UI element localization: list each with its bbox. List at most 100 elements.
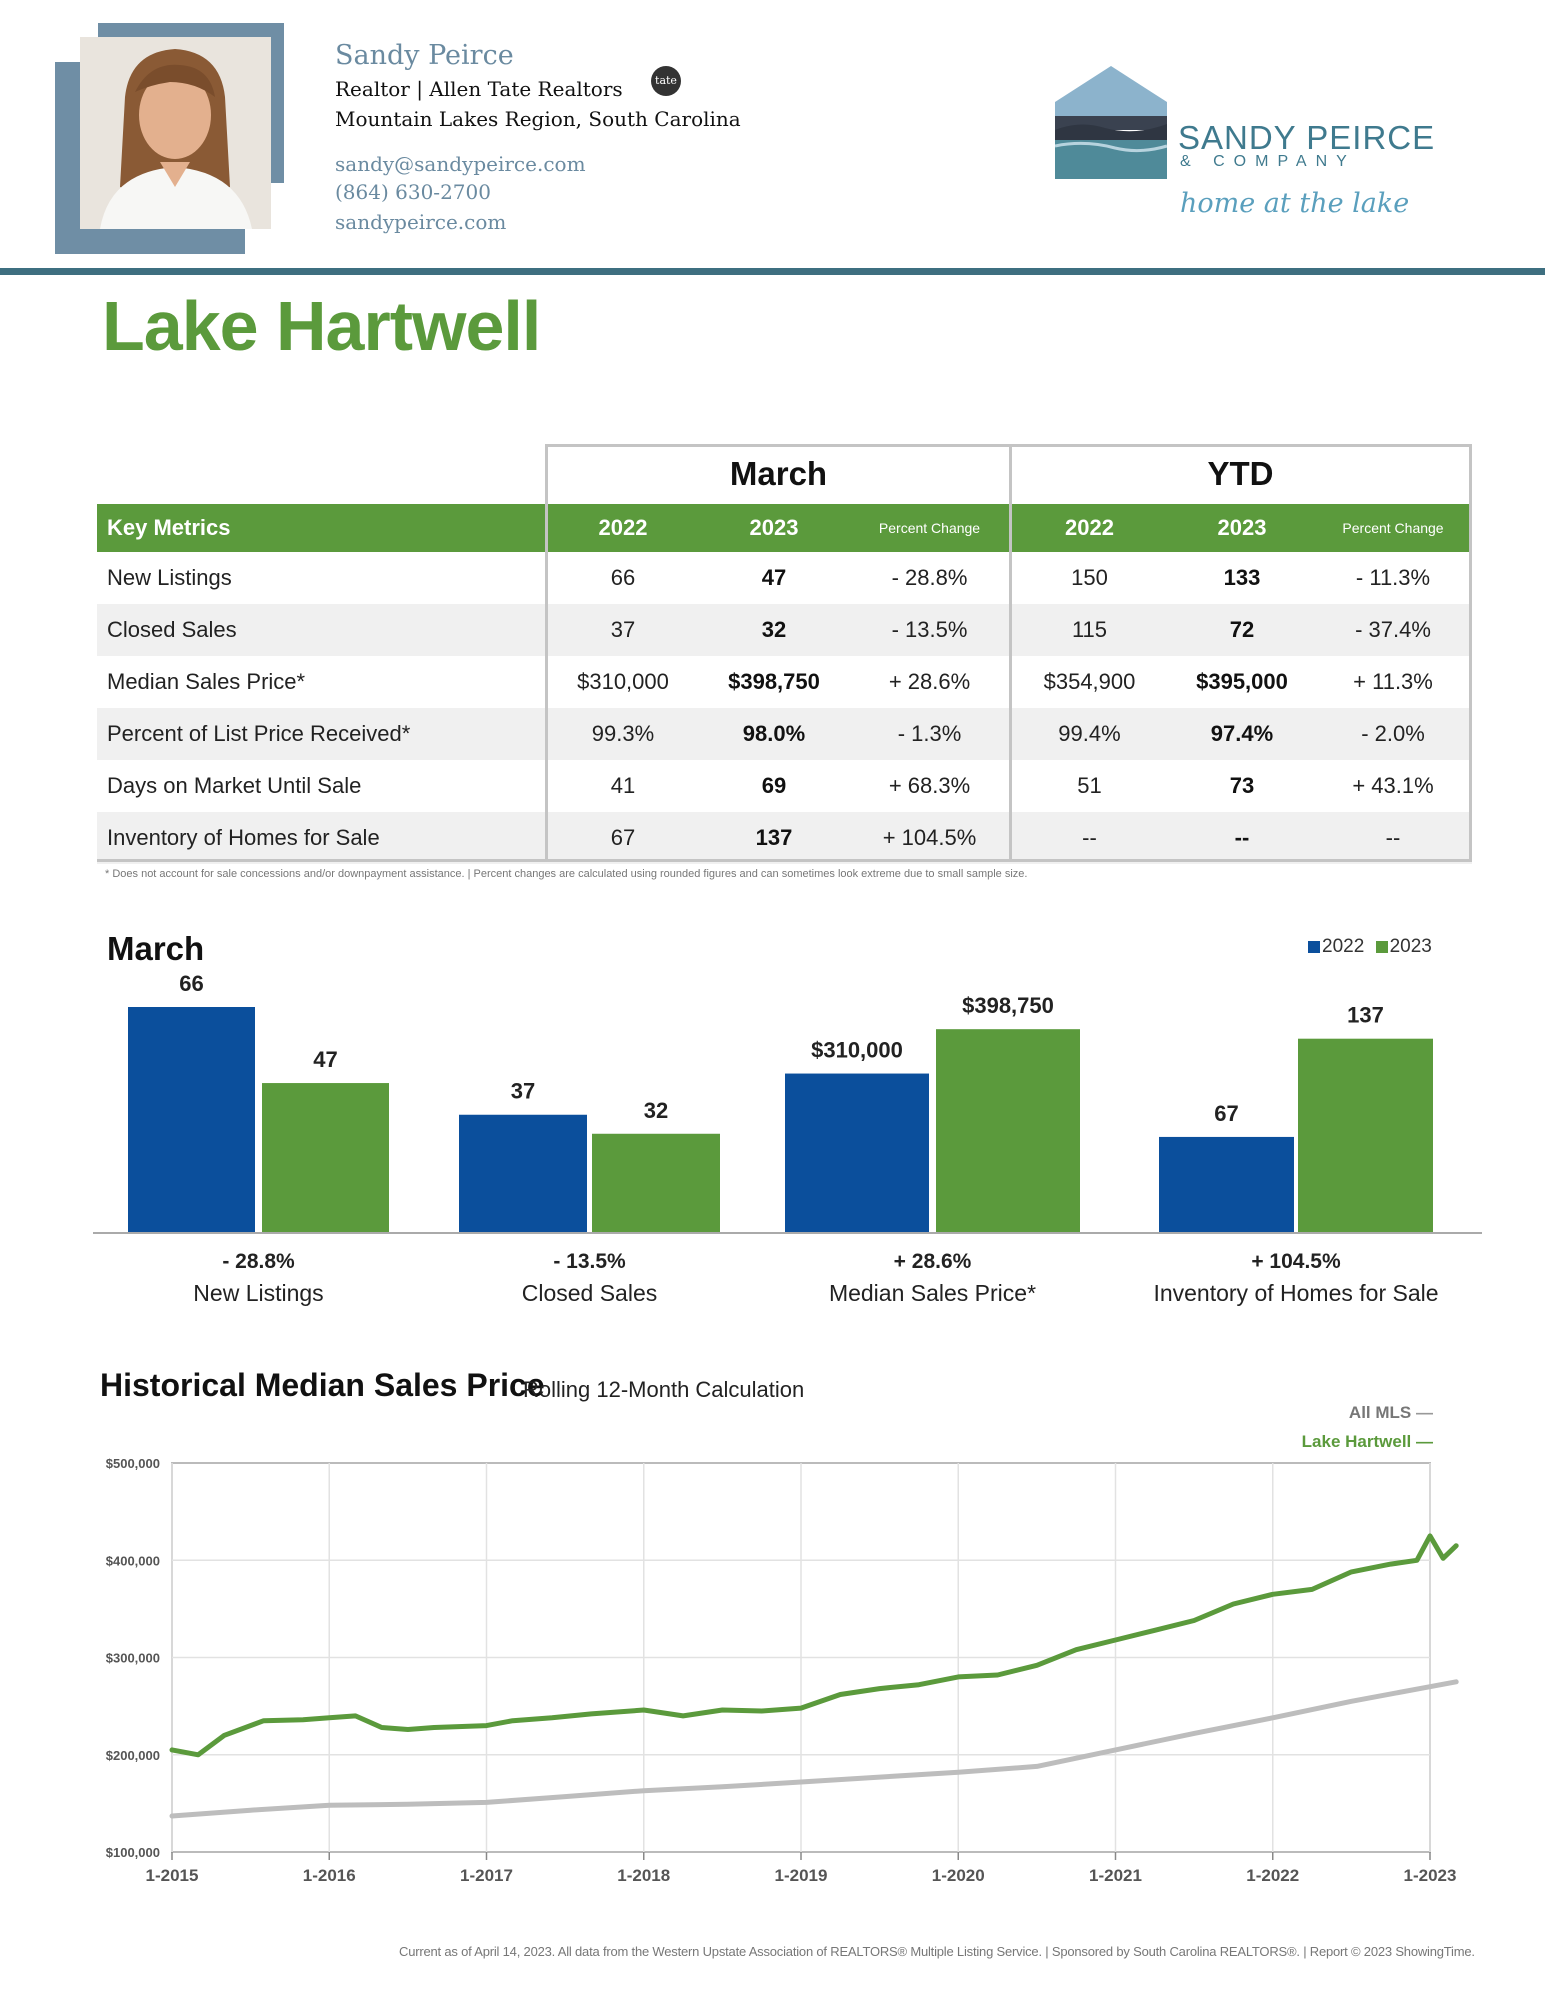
table-header-row: Key Metrics 2022 2023 Percent Change 202… bbox=[97, 504, 1472, 552]
column-divider bbox=[545, 444, 548, 862]
header-ytd-2023: 2023 bbox=[1217, 515, 1267, 540]
header-key-metrics: Key Metrics bbox=[107, 515, 231, 540]
metric-value-mpct: + 104.5% bbox=[882, 825, 977, 850]
metric-value-m23: 137 bbox=[755, 825, 793, 850]
table-footnote: * Does not account for sale concessions … bbox=[105, 868, 1028, 880]
metric-value-y22: $354,900 bbox=[1043, 669, 1136, 694]
bar-chart-title: March bbox=[107, 930, 205, 967]
metric-value-y22: 115 bbox=[1071, 617, 1108, 642]
metric-value-m22: $310,000 bbox=[577, 669, 669, 694]
metric-value-y23: 97.4% bbox=[1210, 721, 1274, 746]
y-tick-label: $300,000 bbox=[106, 1651, 160, 1666]
metric-value-ypct: + 43.1% bbox=[1352, 773, 1434, 798]
bar-2022 bbox=[1159, 1136, 1294, 1232]
metric-value-m22: 99.3% bbox=[591, 721, 655, 746]
series-line-all-mls bbox=[169, 1679, 1459, 1819]
legend-label-all-mls: All MLS bbox=[1348, 1403, 1412, 1422]
metric-value-m23: 69 bbox=[761, 773, 787, 798]
agent-email-link[interactable]: sandy@sandypeirce.com bbox=[335, 152, 586, 176]
metric-value-m22: 67 bbox=[610, 825, 636, 850]
agent-website-link[interactable]: sandypeirce.com bbox=[335, 210, 507, 234]
report-footer: Current as of April 14, 2023. All data f… bbox=[399, 1944, 1475, 1959]
agent-region: Mountain Lakes Region, South Carolina bbox=[335, 107, 741, 131]
bar-value-label: 66 bbox=[179, 971, 203, 996]
category-label: Inventory of Homes for Sale bbox=[1153, 1280, 1439, 1306]
table-row: Percent of List Price Received* 99.3% 98.0… bbox=[97, 708, 1472, 760]
metric-value-y23: 73 bbox=[1229, 773, 1255, 798]
table-row: Inventory of Homes for Sale 67 137 + 104.5%… bbox=[97, 812, 1472, 864]
legend-line-all-mls: — bbox=[1416, 1403, 1433, 1422]
metric-value-m22: 37 bbox=[610, 617, 636, 642]
category-change: - 13.5% bbox=[553, 1250, 626, 1273]
metric-name: New Listings bbox=[107, 565, 232, 590]
header-ytd-2022: 2022 bbox=[1065, 515, 1114, 540]
category-change: - 28.8% bbox=[222, 1250, 295, 1273]
bar-value-label: 32 bbox=[644, 1098, 668, 1123]
legend-line-lake-hartwell: — bbox=[1416, 1432, 1433, 1451]
x-tick-label: 1-2017 bbox=[460, 1866, 513, 1885]
agent-title: Realtor | Allen Tate Realtors bbox=[335, 77, 623, 101]
table-bottom-border bbox=[97, 859, 1472, 862]
logo-title: SANDY PEIRCE bbox=[1178, 119, 1436, 156]
bar-2022 bbox=[785, 1073, 929, 1232]
march-bar-chart: 66 47 37 32 $310,000 $398,750 67 137 bbox=[93, 971, 1482, 1234]
metric-name: Percent of List Price Received* bbox=[107, 721, 411, 746]
x-tick-label: 1-2015 bbox=[146, 1866, 199, 1885]
bar-2022 bbox=[128, 1007, 255, 1232]
logo-tagline: home at the lake bbox=[1180, 188, 1410, 219]
bar-value-label: $398,750 bbox=[962, 993, 1054, 1018]
category-label: New Listings bbox=[193, 1280, 324, 1306]
tate-badge-icon: tate bbox=[651, 66, 681, 96]
metric-value-m22: 66 bbox=[610, 565, 636, 590]
header-march-2022: 2022 bbox=[598, 515, 648, 540]
metric-value-ypct: - 37.4% bbox=[1355, 617, 1431, 642]
x-tick-label: 1-2019 bbox=[775, 1866, 828, 1885]
legend-lake-hartwell: Lake Hartwell — bbox=[1302, 1432, 1433, 1452]
metric-value-mpct: + 68.3% bbox=[888, 773, 971, 798]
x-tick-label: 1-2022 bbox=[1246, 1866, 1299, 1885]
bar-2023 bbox=[592, 1133, 720, 1232]
x-tick-label: 1-2021 bbox=[1089, 1866, 1142, 1885]
metric-value-mpct: - 1.3% bbox=[897, 721, 962, 746]
group-header-ytd: YTD bbox=[1207, 455, 1274, 492]
metric-value-m23: 98.0% bbox=[742, 721, 806, 746]
table-row: Days on Market Until Sale 41 69 + 68.3% 51 73… bbox=[97, 760, 1472, 812]
metric-value-ypct: - 11.3% bbox=[1355, 565, 1431, 590]
page-title: Lake Hartwell bbox=[102, 287, 541, 365]
bar-value-label: 47 bbox=[313, 1047, 337, 1072]
agent-phone[interactable]: (864) 630-2700 bbox=[335, 180, 491, 204]
metric-value-y22: 150 bbox=[1071, 565, 1108, 590]
agent-name: Sandy Peirce bbox=[335, 40, 514, 71]
x-tick-label: 1-2018 bbox=[617, 1866, 670, 1885]
y-tick-label: $200,000 bbox=[106, 1748, 160, 1763]
bar-value-label: 67 bbox=[1214, 1101, 1238, 1126]
metric-value-y22: 51 bbox=[1077, 773, 1102, 798]
x-tick-label: 1-2023 bbox=[1404, 1866, 1457, 1885]
metric-value-mpct: - 28.8% bbox=[891, 565, 968, 590]
metric-value-y23: -- bbox=[1234, 825, 1250, 850]
legend-label-lake-hartwell: Lake Hartwell bbox=[1301, 1432, 1412, 1451]
metric-value-m22: 41 bbox=[610, 773, 636, 798]
category-label: Closed Sales bbox=[521, 1280, 658, 1306]
header-divider bbox=[0, 268, 1545, 275]
header-ytd-pct: Percent Change bbox=[1342, 520, 1444, 536]
agent-photo bbox=[80, 37, 271, 229]
header-march-pct: Percent Change bbox=[878, 520, 981, 536]
header-march-2023: 2023 bbox=[749, 515, 799, 540]
legend-swatch-2023 bbox=[1375, 940, 1388, 953]
legend-all-mls: All MLS — bbox=[1349, 1403, 1433, 1423]
table-row: New Listings 66 47 - 28.8% 150 133 - 11.3% bbox=[97, 552, 1472, 604]
column-divider bbox=[1469, 444, 1472, 862]
category-change: + 28.6% bbox=[893, 1250, 972, 1273]
metric-value-y22: -- bbox=[1082, 825, 1097, 850]
metric-name: Median Sales Price* bbox=[107, 669, 306, 694]
bar-value-label: 137 bbox=[1347, 1003, 1384, 1028]
category-change: + 104.5% bbox=[1251, 1250, 1341, 1273]
bar-2023 bbox=[262, 1083, 389, 1232]
category-label: Median Sales Price* bbox=[828, 1280, 1037, 1306]
photo-frame-accent bbox=[268, 23, 284, 183]
page-header: Sandy Peirce Realtor | Allen Tate Realto… bbox=[0, 0, 1545, 275]
metric-name: Closed Sales bbox=[107, 617, 237, 642]
legend-swatch-2022 bbox=[1308, 940, 1320, 953]
metric-value-mpct: + 28.6% bbox=[888, 669, 971, 694]
